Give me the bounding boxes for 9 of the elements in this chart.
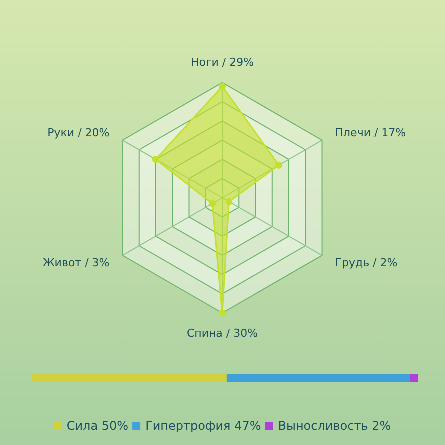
spoke-label: Ноги / 29% [190,56,254,69]
legend-label: Сила 50% [66,419,129,433]
spoke-label: Плечи / 17% [335,126,406,140]
spoke-label: Живот / 3% [42,256,110,270]
legend-label: Гипертрофия 47% [146,419,262,433]
spoke-label: Грудь / 2% [335,256,398,270]
spoke-label: Руки / 20% [48,126,110,140]
legend-label: Выносливость 2% [278,419,392,433]
spoke-label: Спина / 30% [186,327,258,340]
